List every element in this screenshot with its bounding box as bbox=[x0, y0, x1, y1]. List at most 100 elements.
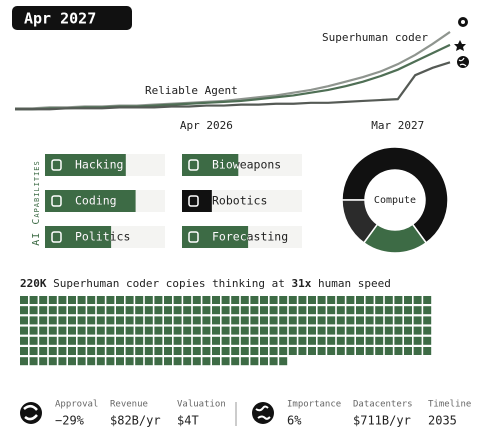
capability-label-overlay: Forecasting bbox=[212, 230, 288, 244]
copy-square bbox=[116, 316, 124, 325]
copy-square bbox=[39, 336, 48, 345]
copy-square bbox=[413, 316, 422, 325]
icon-mark bbox=[51, 195, 62, 207]
copy-square bbox=[212, 357, 220, 366]
copy-square bbox=[96, 326, 105, 335]
capabilities-title: AI Capabilities bbox=[31, 160, 42, 245]
capability-label-overlay: Coding bbox=[75, 194, 117, 208]
copy-square bbox=[375, 326, 384, 335]
copy-square bbox=[173, 347, 182, 355]
copy-square bbox=[346, 336, 355, 345]
annotation: Superhuman coder bbox=[322, 31, 428, 44]
copy-square bbox=[202, 336, 211, 345]
copy-square bbox=[212, 347, 220, 355]
icon-mark bbox=[188, 231, 199, 243]
copy-square bbox=[48, 347, 57, 355]
copies-headline: 220K Superhuman coder copies thinking at… bbox=[20, 277, 391, 290]
copy-square bbox=[346, 306, 355, 315]
copy-square bbox=[365, 336, 374, 345]
copy-square bbox=[68, 296, 76, 304]
copy-square bbox=[48, 326, 57, 335]
copy-square bbox=[87, 306, 96, 315]
stat-value: −29% bbox=[55, 414, 85, 428]
copy-square bbox=[384, 316, 393, 325]
headline-part: 220K bbox=[20, 277, 47, 290]
copy-square bbox=[125, 316, 134, 325]
stat-label: Importance bbox=[287, 400, 341, 410]
copy-square bbox=[404, 326, 412, 335]
copy-square bbox=[212, 326, 220, 335]
copy-square bbox=[250, 296, 259, 304]
copy-square bbox=[173, 336, 182, 345]
copy-square bbox=[183, 347, 192, 355]
copy-square bbox=[58, 296, 67, 304]
copy-square bbox=[125, 306, 134, 315]
copy-square bbox=[96, 316, 105, 325]
copy-square bbox=[231, 306, 240, 315]
copy-square bbox=[308, 306, 316, 315]
copy-square bbox=[423, 326, 432, 335]
copy-square bbox=[20, 306, 28, 315]
copy-square bbox=[260, 316, 268, 325]
copy-square bbox=[365, 306, 374, 315]
copy-square bbox=[231, 347, 240, 355]
copy-square bbox=[183, 326, 192, 335]
copy-square bbox=[116, 326, 124, 335]
copy-square bbox=[68, 316, 76, 325]
copy-square bbox=[58, 306, 67, 315]
copy-square bbox=[125, 357, 134, 366]
copy-square bbox=[96, 336, 105, 345]
copy-square bbox=[336, 306, 345, 315]
copy-square bbox=[221, 316, 230, 325]
copy-square bbox=[183, 306, 192, 315]
copy-square bbox=[308, 296, 316, 304]
copy-square bbox=[327, 296, 336, 304]
copy-square bbox=[336, 316, 345, 325]
copy-square bbox=[327, 316, 336, 325]
copy-square bbox=[154, 336, 163, 345]
copy-square bbox=[144, 326, 153, 335]
copy-square bbox=[413, 306, 422, 315]
copy-square bbox=[96, 296, 105, 304]
copy-square bbox=[394, 336, 403, 345]
copy-square bbox=[106, 296, 115, 304]
capability-label: Coding bbox=[75, 194, 117, 208]
copy-square bbox=[336, 296, 345, 304]
copy-square bbox=[144, 347, 153, 355]
copy-square bbox=[87, 357, 96, 366]
copy-square bbox=[164, 306, 172, 315]
copy-square bbox=[394, 326, 403, 335]
x-tick-label: Apr 2026 bbox=[180, 119, 233, 132]
copy-square bbox=[298, 336, 307, 345]
copy-square bbox=[250, 306, 259, 315]
copy-square bbox=[288, 306, 297, 315]
copy-square bbox=[221, 357, 230, 366]
copy-square bbox=[212, 316, 220, 325]
copy-square bbox=[327, 306, 336, 315]
copy-square bbox=[164, 357, 172, 366]
copy-square bbox=[404, 296, 412, 304]
copy-square bbox=[317, 296, 326, 304]
copy-square bbox=[413, 326, 422, 335]
copy-square bbox=[212, 306, 220, 315]
copy-square bbox=[125, 296, 134, 304]
copy-square bbox=[384, 296, 393, 304]
copy-square bbox=[20, 316, 28, 325]
copy-square bbox=[29, 357, 38, 366]
copy-square bbox=[260, 296, 268, 304]
copy-square bbox=[269, 326, 278, 335]
copy-square bbox=[212, 336, 220, 345]
capability-bar bbox=[45, 190, 136, 212]
copy-square bbox=[144, 306, 153, 315]
copy-square bbox=[240, 347, 249, 355]
copy-square bbox=[192, 357, 201, 366]
copy-square bbox=[20, 326, 28, 335]
headline-part: 31x bbox=[285, 277, 312, 290]
copy-square bbox=[173, 316, 182, 325]
copy-square bbox=[327, 336, 336, 345]
copy-square bbox=[356, 316, 364, 325]
copy-square bbox=[298, 316, 307, 325]
capability-label: Robotics bbox=[212, 194, 267, 208]
headline-part: Superhuman coder copies thinking at bbox=[47, 277, 285, 290]
